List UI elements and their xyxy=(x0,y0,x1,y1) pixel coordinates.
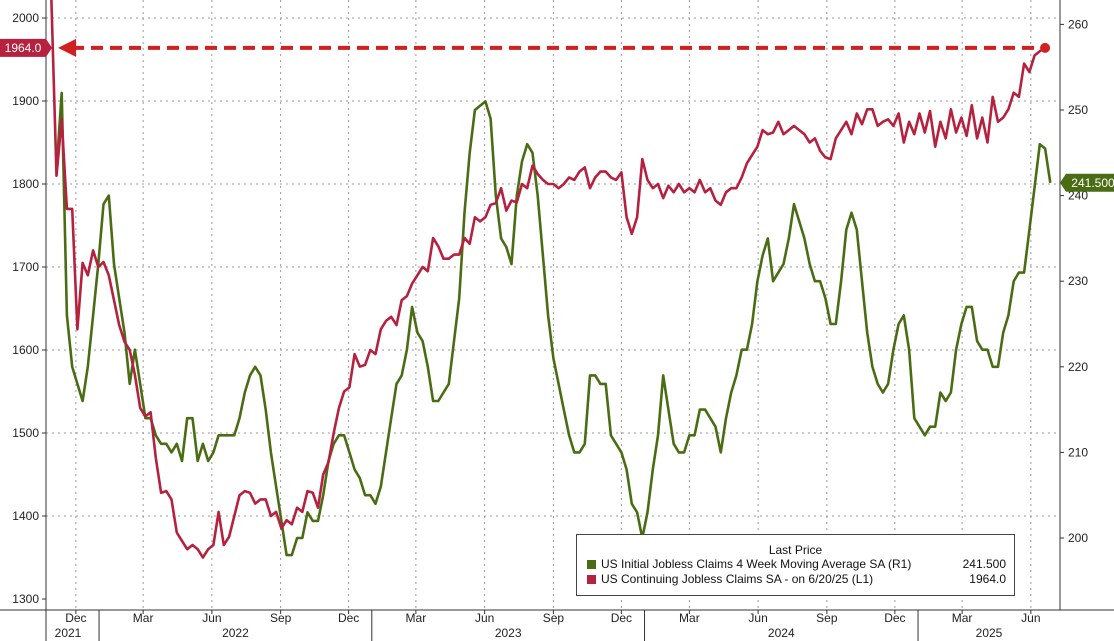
x-tick-label: Jun xyxy=(475,611,494,625)
x-year-label: 2024 xyxy=(768,626,795,640)
x-year-label: 2022 xyxy=(222,626,249,640)
legend-swatch-continuing-claims xyxy=(587,575,596,584)
legend-label-continuing-claims: US Continuing Jobless Claims SA - on 6/2… xyxy=(601,572,874,586)
x-tick-label: Sep xyxy=(543,611,565,625)
x-tick-label: Jun xyxy=(748,611,767,625)
x-year-label: 2023 xyxy=(495,626,522,640)
left-tag-background xyxy=(0,38,46,57)
legend-item-initial-claims: US Initial Jobless Claims 4 Week Moving … xyxy=(587,557,1014,572)
series-line-continuing-claims xyxy=(50,0,1046,559)
annotations: 1964.0 241.500 xyxy=(0,38,1114,192)
x-tick-label: Jun xyxy=(202,611,221,625)
right-tick-label: 260 xyxy=(1068,17,1088,31)
x-tick-label: Mar xyxy=(406,611,427,625)
legend-value-initial-claims: 241.500 xyxy=(962,557,1006,571)
legend-title: Last Price xyxy=(768,543,823,557)
x-tick-label: Mar xyxy=(952,611,973,625)
right-tag-value: 241.500 xyxy=(1071,176,1114,190)
grid-lines xyxy=(46,0,1060,610)
x-year-label: 2025 xyxy=(976,626,1003,640)
x-tick-label: Dec xyxy=(338,611,359,625)
left-tick-label: 2000 xyxy=(12,11,39,25)
left-tick-label: 1400 xyxy=(12,509,39,523)
legend-swatch-initial-claims xyxy=(587,560,596,569)
right-tick-label: 230 xyxy=(1068,274,1088,288)
x-tick-label: Mar xyxy=(679,611,700,625)
right-tag-background xyxy=(1066,173,1114,192)
legend-item-continuing-claims: US Continuing Jobless Claims SA - on 6/2… xyxy=(587,572,1014,587)
left-tick-label: 1700 xyxy=(12,260,39,274)
left-tick-label: 1500 xyxy=(12,426,39,440)
left-tag-pointer xyxy=(46,38,52,57)
right-tick-label: 250 xyxy=(1068,103,1088,117)
left-tick-label: 1800 xyxy=(12,177,39,191)
right-tick-label: 240 xyxy=(1068,189,1088,203)
level-arrowhead xyxy=(58,38,76,57)
right-tick-label: 210 xyxy=(1068,445,1088,459)
left-tick-label: 1900 xyxy=(12,94,39,108)
series-lines xyxy=(50,0,1052,559)
left-tick-label: 1300 xyxy=(12,592,39,606)
series-line-initial-claims xyxy=(55,91,1052,557)
x-tick-label: Sep xyxy=(816,611,838,625)
right-tag-pointer xyxy=(1060,173,1066,192)
right-tick-label: 220 xyxy=(1068,360,1088,374)
x-year-label: 2021 xyxy=(55,626,82,640)
left-last-price-tag: 1964.0 xyxy=(0,38,52,57)
legend-value-continuing-claims: 1964.0 xyxy=(969,572,1006,586)
left-tag-value: 1964.0 xyxy=(5,41,42,55)
x-tick-label: Sep xyxy=(270,611,292,625)
legend-label-initial-claims: US Initial Jobless Claims 4 Week Moving … xyxy=(601,557,912,571)
left-tick-label: 1600 xyxy=(12,343,39,357)
right-tick-label: 200 xyxy=(1068,531,1088,545)
x-tick-label: Dec xyxy=(65,611,86,625)
right-last-price-tag: 241.500 xyxy=(1060,173,1114,192)
x-tick-label: Mar xyxy=(133,611,154,625)
legend: Last Price US Initial Jobless Claims 4 W… xyxy=(576,534,1015,596)
x-tick-label: Dec xyxy=(884,611,905,625)
x-tick-label: Jun xyxy=(1021,611,1040,625)
level-endpoint-dot xyxy=(1040,42,1051,53)
x-tick-label: Dec xyxy=(611,611,632,625)
